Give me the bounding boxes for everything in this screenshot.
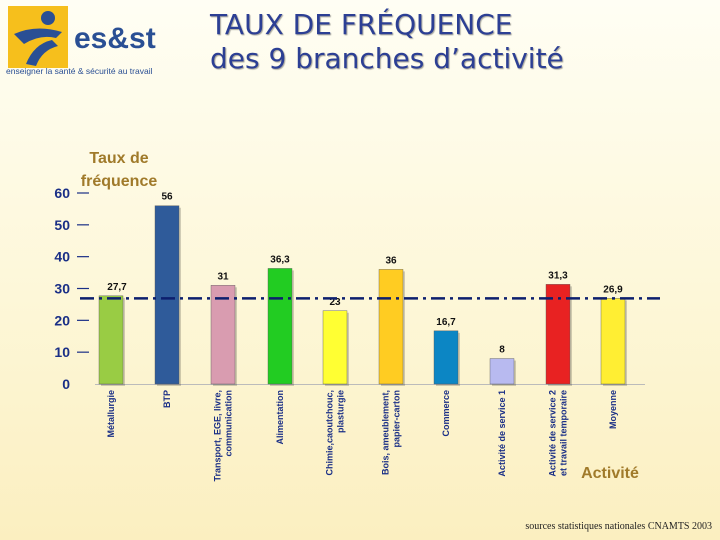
data-label: 56 [161,192,173,203]
category-label-line: Métallurgie [106,390,116,438]
category-label-line: Commerce [441,390,451,437]
bar [433,330,459,385]
category-label-line: plasturgie [336,390,346,433]
page-title: TAUX DE FRÉQUENCE des 9 branches d’activ… [210,8,564,76]
category-label: Activité de service 2et travail temporai… [548,390,569,477]
category-label-line: Transport, EGE, livre, [213,390,223,482]
bar [267,268,293,385]
x-axis-label: Activité [581,465,639,482]
data-label: 31 [217,271,229,282]
category-label: Commerce [441,390,451,437]
logo-tagline: enseigner la santé & sécurité au travail [6,66,153,76]
data-label: 26,9 [603,284,623,295]
category-label: Activité de service 1 [497,390,507,477]
bar [210,285,236,385]
category-label-line: Moyenne [608,390,618,429]
y-tick-label: 60 [54,185,70,201]
bar [489,358,515,385]
y-tick-label: 10 [54,344,70,360]
data-label: 31,3 [548,270,568,281]
bar [154,205,180,385]
bar [545,284,571,385]
y-axis-label-line-1: Taux de [89,150,148,167]
category-label: BTP [162,390,172,408]
category-label: Alimentation [275,390,285,445]
data-label: 36 [385,255,397,266]
category-label-line: communication [224,390,234,457]
category-label: Métallurgie [106,390,116,438]
logo: es&st [6,4,186,82]
category-label: Moyenne [608,390,618,429]
logo-leg [26,40,58,66]
category-label: Transport, EGE, livre,communication [213,390,234,482]
y-tick-label: 30 [54,281,70,297]
logo-arm [14,28,62,44]
bar [600,298,626,385]
data-label: 8 [499,345,505,356]
bar [98,295,124,385]
logo-head [41,11,55,25]
category-label-line: papier-carton [392,390,402,448]
title-line-2: des 9 branches d’activité [210,42,564,75]
category-label-line: Activité de service 1 [497,390,507,477]
category-label-line: et travail temporaire [559,390,569,476]
category-label-line: Chimie,caoutchouc, [325,390,335,476]
plot-area: 0 10 20 30 40 50 60 27,7 Métallurgie 56 BTP 31 Trans… [54,185,660,482]
y-tick-label: 40 [54,249,70,265]
category-label-line: Bois, ameublement, [381,390,391,475]
source-note: sources statistiques nationales CNAMTS 2… [525,521,712,532]
y-axis-label-line-2: fréquence [81,173,158,190]
category-label-line: Alimentation [275,390,285,445]
data-label: 36,3 [270,254,290,265]
data-label: 16,7 [436,317,456,328]
category-label: Chimie,caoutchouc,plasturgie [325,390,346,476]
y-tick-label: 50 [54,217,70,233]
bar [378,269,404,385]
data-label: 23 [329,297,341,308]
data-label: 27,7 [107,282,127,293]
bar [322,310,348,385]
logo-text: es&st [74,22,156,55]
y-tick-label: 0 [62,376,70,392]
y-tick-label: 20 [54,312,70,328]
category-label: Bois, ameublement,papier-carton [381,390,402,475]
title-line-1: TAUX DE FRÉQUENCE [210,8,513,41]
logo-mark: es&st [8,6,156,68]
category-label-line: Activité de service 2 [548,390,558,477]
category-label-line: BTP [162,390,172,408]
